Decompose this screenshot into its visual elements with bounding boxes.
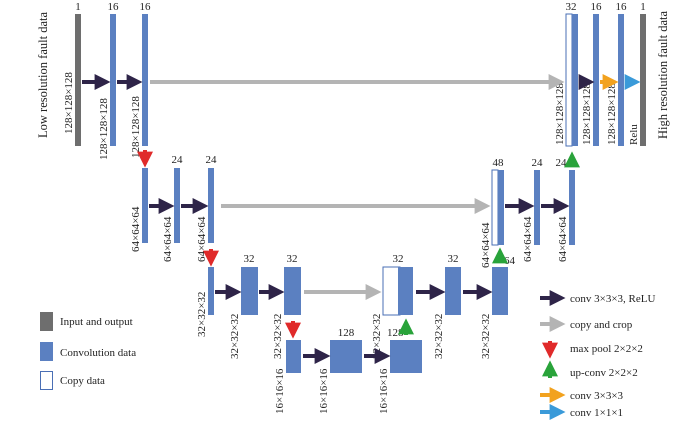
legend-copy-swatch: [40, 371, 53, 390]
copy-block-d2: [491, 169, 499, 246]
channel-label-d3a: 32: [448, 253, 459, 265]
dim-label-input: 128×128×128: [63, 72, 75, 134]
conv-block-d1-up: [572, 14, 578, 146]
dim-label-e1a: 128×128×128: [98, 98, 110, 160]
conv-block-b3: [390, 340, 422, 373]
channel-label-d2-concat: 48: [493, 157, 505, 169]
legend-convolution-swatch: [40, 342, 53, 361]
conv-block-d3a: [445, 267, 461, 315]
input-side-label: Low resolution fault data: [36, 12, 50, 138]
legend-convolution-label: Convolution data: [60, 347, 136, 359]
conv-block-d2-up: [498, 170, 504, 245]
channel-label-bottleneck: 128: [338, 327, 355, 339]
dim-label-d3-concat: 32×32×32: [371, 314, 383, 359]
conv-block-d2b: [569, 170, 575, 245]
dim-label-d1b: 128×128×128: [606, 83, 618, 145]
conv-block-e3a: [208, 267, 214, 315]
legend-input-output-label: Input and output: [60, 316, 133, 328]
channel-label-d1b: 16: [616, 1, 628, 13]
legend-copy-label: Copy data: [60, 375, 105, 387]
output-block: [640, 14, 646, 146]
conv-block-e1b: [142, 14, 148, 146]
channel-label-d1a: 16: [591, 1, 603, 13]
dim-label-e2b: 64×64×64: [162, 216, 174, 262]
channel-label-e2b: 24: [206, 154, 218, 166]
legend-conv3-label: conv 3×3×3: [570, 390, 624, 402]
channel-label-input: 1: [75, 1, 81, 13]
dim-label-e3a: 32×32×32: [196, 292, 208, 337]
channel-label-e1b: 16: [140, 1, 152, 13]
dim-label-d3a: 32×32×32: [433, 314, 445, 359]
conv-block-e1a: [110, 14, 116, 146]
dim-label-d1a: 128×128×128: [581, 83, 593, 145]
channel-label-output: 1: [640, 1, 646, 13]
channel-label-e3b: 32: [287, 253, 298, 265]
conv-block-e2c: [208, 168, 214, 243]
channel-label-e2a: 24: [172, 154, 184, 166]
dim-label-e2a: 64×64×64: [130, 206, 142, 252]
dim-label-d2b: 64×64×64: [557, 216, 569, 262]
channel-label-e3a: 32: [244, 253, 255, 265]
conv-block-d2a: [534, 170, 540, 245]
legend-input-output-swatch: [40, 312, 53, 331]
conv-block-d1a: [593, 14, 599, 146]
copy-block-d3: [382, 266, 401, 316]
dim-label-e3b: 32×32×32: [229, 314, 241, 359]
conv-block-d3-up: [398, 267, 413, 315]
channel-label-d2-up: 64: [504, 255, 516, 267]
conv-block-e2a: [142, 168, 148, 243]
dim-label-b3: 16×16×16: [378, 368, 390, 414]
conv-block-d3b: [492, 267, 508, 315]
dim-label-d1-concat: 128×128×128: [554, 83, 566, 145]
legend-conv1-label: conv 1×1×1: [570, 407, 623, 419]
output-side-label: High resolution fault data: [656, 11, 670, 140]
dim-label-d2a: 64×64×64: [522, 216, 534, 262]
conv-block-b2: [330, 340, 362, 373]
legend-up-conv-label: up-conv 2×2×2: [570, 367, 638, 379]
dim-label-d3b: 32×32×32: [480, 314, 492, 359]
channel-label-e1a: 16: [108, 1, 120, 13]
legend-max-pool-label: max pool 2×2×2: [570, 343, 643, 355]
channel-label-d3-concat: 32: [393, 253, 404, 265]
channel-label-d3-up: 128: [387, 327, 404, 339]
conv-block-d1b: [618, 14, 624, 146]
input-block: [75, 14, 81, 146]
dim-label-e2c: 64×64×64: [196, 216, 208, 262]
relu-label: Relu: [628, 124, 640, 145]
legend-conv-label: conv 3×3×3, ReLU: [570, 293, 655, 305]
conv-block-e3c: [284, 267, 301, 315]
conv-block-e2b: [174, 168, 180, 243]
dim-label-b2: 16×16×16: [318, 368, 330, 414]
dim-label-e1b: 128×128×128: [130, 96, 142, 158]
dim-label-d2-concat: 64×64×64: [480, 222, 492, 268]
copy-block-d1: [565, 13, 573, 147]
dim-label-e3c: 32×32×32: [272, 314, 284, 359]
channel-label-d1-up: 24: [556, 157, 568, 169]
channel-label-d1-concat: 32: [566, 1, 577, 13]
channel-label-d2a: 24: [532, 157, 544, 169]
conv-block-b1: [286, 340, 301, 373]
dim-label-b1: 16×16×16: [274, 368, 286, 414]
conv-block-e3b: [241, 267, 258, 315]
legend-copy-crop-label: copy and crop: [570, 319, 633, 331]
